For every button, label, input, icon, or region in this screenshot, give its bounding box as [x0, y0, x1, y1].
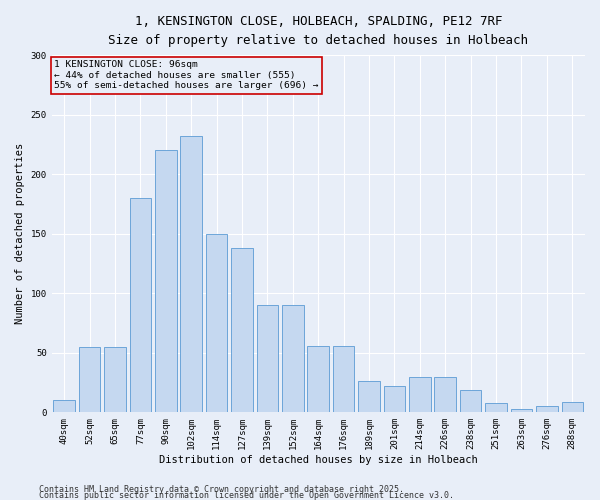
Bar: [562, 402, 583, 412]
Text: Contains HM Land Registry data © Crown copyright and database right 2025.: Contains HM Land Registry data © Crown c…: [39, 485, 404, 494]
Bar: [130, 198, 151, 412]
Bar: [485, 403, 507, 412]
Bar: [257, 305, 278, 412]
Text: Contains public sector information licensed under the Open Government Licence v3: Contains public sector information licen…: [39, 491, 454, 500]
Bar: [282, 305, 304, 412]
Y-axis label: Number of detached properties: Number of detached properties: [15, 143, 25, 324]
Bar: [511, 409, 532, 412]
Text: 1 KENSINGTON CLOSE: 96sqm
← 44% of detached houses are smaller (555)
55% of semi: 1 KENSINGTON CLOSE: 96sqm ← 44% of detac…: [54, 60, 319, 90]
Bar: [358, 382, 380, 412]
Bar: [206, 234, 227, 412]
Bar: [231, 248, 253, 412]
Bar: [53, 400, 75, 412]
Bar: [181, 136, 202, 412]
Bar: [155, 150, 176, 412]
Bar: [409, 376, 431, 412]
Bar: [383, 386, 405, 412]
Bar: [460, 390, 481, 412]
Bar: [536, 406, 557, 412]
Bar: [307, 346, 329, 412]
X-axis label: Distribution of detached houses by size in Holbeach: Distribution of detached houses by size …: [159, 455, 478, 465]
Bar: [79, 347, 100, 412]
Bar: [333, 346, 355, 412]
Title: 1, KENSINGTON CLOSE, HOLBEACH, SPALDING, PE12 7RF
Size of property relative to d: 1, KENSINGTON CLOSE, HOLBEACH, SPALDING,…: [108, 15, 528, 47]
Bar: [434, 376, 456, 412]
Bar: [104, 347, 126, 412]
